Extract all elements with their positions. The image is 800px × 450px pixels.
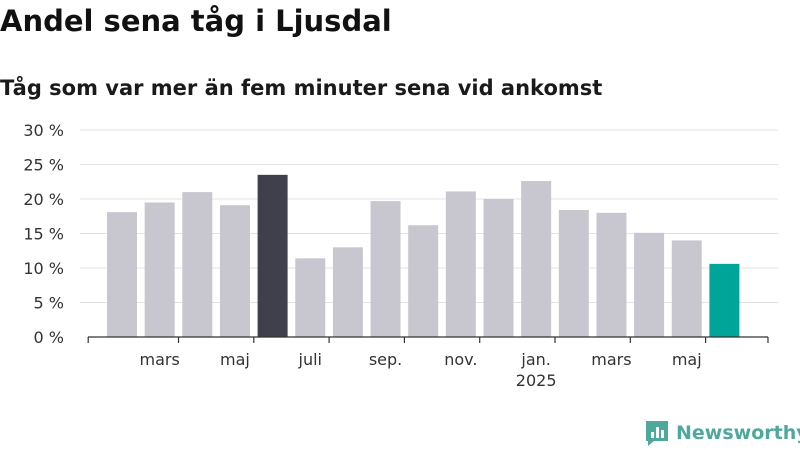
x-tick-sublabel: 2025: [516, 371, 557, 390]
brand-logo: Newsworthy: [644, 419, 800, 447]
x-tick-label: jan.: [520, 350, 550, 369]
x-tick-label: maj: [220, 350, 250, 369]
bar-2024-04[interactable]: [182, 192, 213, 337]
chart-subtitle: Tåg som var mer än fem minuter sena vid …: [0, 76, 603, 100]
x-tick-label: sep.: [369, 350, 402, 369]
y-tick-label: 15 %: [23, 225, 64, 244]
x-tick-label: nov.: [444, 350, 477, 369]
y-tick-label: 20 %: [23, 190, 64, 209]
bar-2024-08[interactable]: [332, 247, 363, 337]
y-tick-label: 25 %: [23, 156, 64, 175]
bar-chart: 0 % 5 % 10 % 15 % 20 % 25 % 30 % mars maj juli sep…: [23, 121, 778, 390]
x-tick-label: mars: [591, 350, 631, 369]
bar-2024-12[interactable]: [483, 199, 514, 337]
bar-2025-03[interactable]: [596, 212, 627, 337]
bar-2024-03[interactable]: [144, 202, 175, 337]
bar-2024-02[interactable]: [107, 212, 137, 337]
bar-2024-09[interactable]: [370, 201, 401, 337]
x-tick-label: maj: [672, 350, 702, 369]
bar-2024-05[interactable]: [219, 205, 250, 337]
bar-2024-10[interactable]: [408, 225, 439, 337]
x-tick-label: juli: [298, 350, 322, 369]
chart-title: Andel sena tåg i Ljusdal: [0, 4, 392, 38]
bar-2025-05[interactable]: [671, 240, 702, 337]
bar-2025-04[interactable]: [634, 232, 665, 337]
newsworthy-logo-icon: [646, 421, 668, 446]
y-tick-label: 30 %: [23, 121, 64, 140]
y-tick-label: 5 %: [34, 294, 64, 313]
bar-2024-11[interactable]: [445, 191, 476, 337]
x-tick-label: mars: [139, 350, 179, 369]
y-tick-label: 10 %: [23, 259, 64, 278]
bar-2025-01[interactable]: [521, 181, 552, 337]
bar-2025-02[interactable]: [558, 210, 589, 337]
bar-2024-07[interactable]: [295, 258, 326, 337]
brand-name: Newsworthy: [676, 422, 800, 444]
y-tick-label: 0 %: [34, 328, 64, 347]
bar-2025-06[interactable]: [709, 263, 740, 337]
bar-2024-06[interactable]: [257, 174, 288, 337]
